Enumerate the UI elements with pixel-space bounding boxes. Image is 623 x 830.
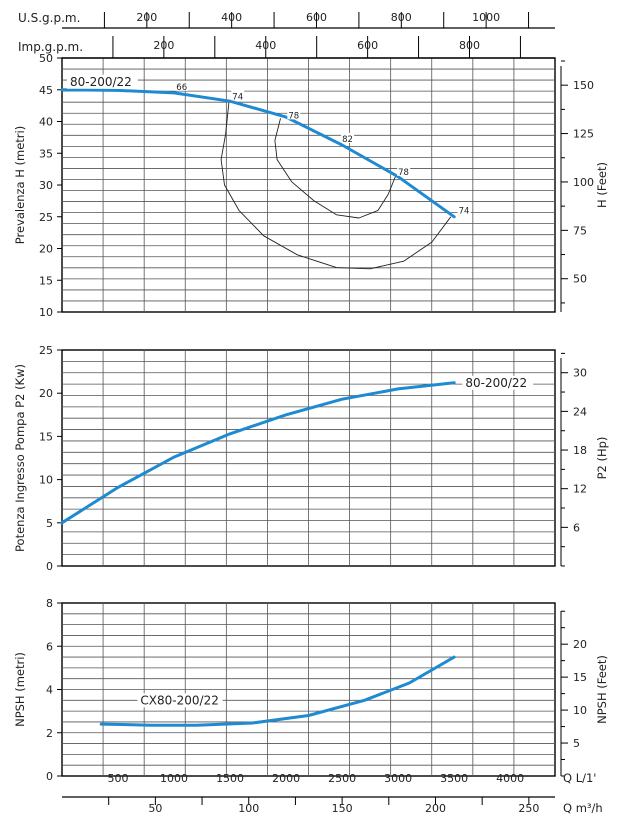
efficiency-label-background <box>287 109 301 120</box>
y-tick-label: 20 <box>39 243 53 256</box>
y-tick-label: 25 <box>39 344 53 357</box>
x-tick-label: 1500 <box>216 772 244 785</box>
power-panel <box>57 349 568 567</box>
head-series-line <box>60 88 456 219</box>
iso-efficiency-curve <box>220 102 452 270</box>
y-tick-label: 25 <box>39 211 53 224</box>
series-label: 80-200/22 <box>465 376 527 390</box>
usgpm-tick-label: 1000 <box>472 11 500 24</box>
y2-tick-label: 24 <box>573 405 587 418</box>
y2-tick-label: 5 <box>573 737 580 750</box>
efficiency-label: 78 <box>398 168 409 178</box>
m3h-tick-label: 50 <box>148 802 162 815</box>
series-label-background <box>462 375 534 390</box>
impgpm-axis-label: Imp.g.p.m. <box>18 40 83 54</box>
y-axis-label: Potenza Ingresso Pompa P2 (Kw) <box>13 364 27 552</box>
impgpm-tick-label: 600 <box>357 39 378 52</box>
efficiency-label: 74 <box>459 207 470 217</box>
y-tick-label: 45 <box>39 84 53 97</box>
y-axis-label: Prevalenza H (metri) <box>13 126 27 244</box>
y-tick-label: 2 <box>46 727 53 740</box>
impgpm-tick-label: 200 <box>153 39 174 52</box>
y-tick-label: 0 <box>46 770 53 783</box>
x-tick-label: 2500 <box>328 772 356 785</box>
y2-tick-label: 12 <box>573 483 587 496</box>
y2-tick-label: 10 <box>573 704 587 717</box>
y-tick-label: 6 <box>46 640 53 653</box>
y-tick-label: 5 <box>46 517 53 530</box>
efficiency-label: 66 <box>176 83 187 93</box>
efficiency-label: 74 <box>232 92 243 102</box>
y-tick-label: 20 <box>39 387 53 400</box>
efficiency-label-background <box>341 132 355 143</box>
efficiency-label-background <box>397 165 411 176</box>
power-series-line <box>60 381 456 525</box>
y2-axis-label: NPSH (Feet) <box>595 655 609 724</box>
usgpm-tick-label: 600 <box>306 11 327 24</box>
y2-tick-label: 30 <box>573 367 587 380</box>
npsh-grid <box>62 603 555 776</box>
x-tick-label: 3500 <box>440 772 468 785</box>
bottom-axes <box>62 796 555 805</box>
npsh-series-line <box>99 655 456 727</box>
efficiency-label-background <box>231 90 245 101</box>
efficiency-label-background <box>175 80 189 91</box>
series-label-background <box>67 74 138 89</box>
usgpm-axis-label: U.S.g.p.m. <box>18 11 80 25</box>
impgpm-tick-label: 800 <box>459 39 480 52</box>
y-tick-label: 8 <box>46 597 53 610</box>
y-tick-label: 15 <box>39 274 53 287</box>
y2-tick-label: 75 <box>573 224 587 237</box>
y2-tick-label: 6 <box>573 521 580 534</box>
y-tick-label: 0 <box>46 560 53 573</box>
m3h-tick-label: 150 <box>332 802 353 815</box>
top-axes <box>62 12 555 59</box>
efficiency-label-background <box>457 204 471 215</box>
x-tick-label: 4000 <box>496 772 524 785</box>
m3h-tick-label: 100 <box>238 802 259 815</box>
y2-tick-label: 18 <box>573 444 587 457</box>
x-tick-label: 500 <box>108 772 129 785</box>
y2-tick-label: 50 <box>573 273 587 286</box>
y-tick-label: 35 <box>39 147 53 160</box>
y-axis-label: NPSH (metri) <box>13 652 27 727</box>
y-tick-label: 40 <box>39 116 53 129</box>
y2-axis-label: H (Feet) <box>595 162 609 208</box>
y-tick-label: 30 <box>39 179 53 192</box>
usgpm-tick-label: 400 <box>221 11 242 24</box>
y-tick-label: 50 <box>39 52 53 65</box>
x-axis-label: Q L/1' <box>563 771 596 785</box>
m3h-tick-label: 200 <box>425 802 446 815</box>
npsh-panel <box>57 602 568 777</box>
y2-axis-label: P2 (Hp) <box>595 437 609 480</box>
x-tick-label: 2000 <box>272 772 300 785</box>
usgpm-tick-label: 800 <box>391 11 412 24</box>
y2-tick-label: 125 <box>573 128 594 141</box>
usgpm-tick-label: 200 <box>136 11 157 24</box>
efficiency-label: 78 <box>288 111 299 121</box>
series-label-background <box>137 693 223 708</box>
m3h-axis-label: Q m³/h <box>563 801 603 815</box>
x-tick-label: 3000 <box>384 772 412 785</box>
iso-efficiency-curve <box>274 118 397 219</box>
y-tick-label: 10 <box>39 306 53 319</box>
y-tick-label: 4 <box>46 684 53 697</box>
y2-tick-label: 15 <box>573 671 587 684</box>
series-label: 80-200/22 <box>70 75 132 89</box>
y2-tick-label: 150 <box>573 79 594 92</box>
y2-tick-label: 100 <box>573 176 594 189</box>
head-grid <box>62 58 555 312</box>
impgpm-tick-label: 400 <box>255 39 276 52</box>
efficiency-label: 82 <box>342 135 353 145</box>
head-panel <box>57 57 568 313</box>
y-tick-label: 10 <box>39 474 53 487</box>
m3h-tick-label: 250 <box>518 802 539 815</box>
y2-tick-label: 20 <box>573 638 587 651</box>
series-label: CX80-200/22 <box>140 693 218 707</box>
x-tick-label: 1000 <box>160 772 188 785</box>
y-tick-label: 15 <box>39 430 53 443</box>
